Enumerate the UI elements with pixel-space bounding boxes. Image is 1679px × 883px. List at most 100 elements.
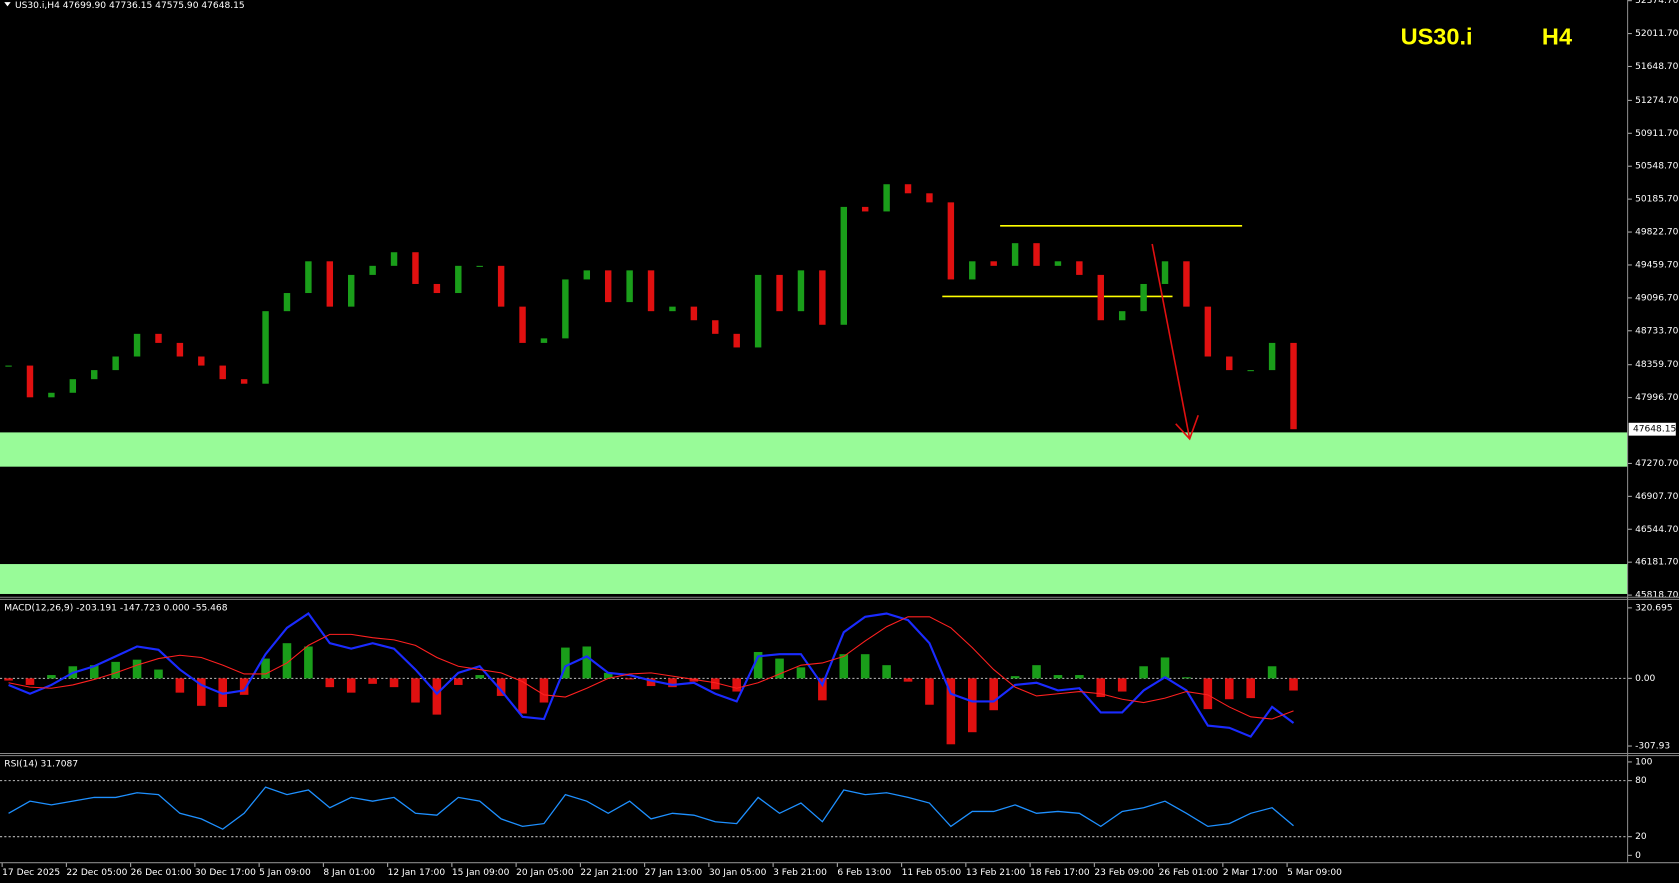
signal-line [8, 616, 1294, 720]
candle [1290, 342, 1297, 430]
candle [990, 261, 997, 266]
y-tick-label: 46181.70 [1635, 558, 1679, 568]
candle [1268, 342, 1276, 371]
histogram-bar [389, 678, 399, 688]
histogram-bar [325, 678, 335, 688]
y-tick-label: 80 [1635, 776, 1647, 786]
candle [562, 279, 569, 339]
x-tick-label: 22 Jan 21:00 [580, 868, 638, 878]
candle [412, 252, 419, 284]
x-tick-label: 26 Dec 01:00 [131, 868, 192, 878]
y-tick-label: 47996.70 [1635, 393, 1679, 403]
histogram-bar [775, 658, 784, 679]
x-tick-label: 2 Mar 17:00 [1223, 868, 1278, 878]
candle [1054, 261, 1062, 266]
candle [1226, 356, 1233, 371]
histogram-bar [475, 675, 484, 679]
candle [947, 202, 955, 280]
candle [1097, 274, 1104, 321]
y-tick-label: 47270.70 [1635, 459, 1679, 469]
x-tick-label: 30 Dec 17:00 [195, 868, 256, 878]
histogram-bar [1267, 666, 1277, 679]
histogram-bar [282, 643, 292, 679]
candle [819, 270, 826, 325]
y-tick-label: -307.93 [1635, 742, 1670, 752]
y-tick-label: 50185.70 [1635, 195, 1679, 205]
histogram-bar [903, 678, 913, 682]
x-tick-label: 18 Feb 17:00 [1030, 868, 1090, 878]
rsi-line [8, 786, 1294, 830]
y-tick-label: 45818.70 [1635, 591, 1679, 601]
histogram-bar [1289, 678, 1298, 691]
candle [776, 274, 783, 312]
trend-arrow [1151, 243, 1199, 441]
histogram-bar [304, 646, 313, 679]
candle [1161, 261, 1169, 284]
y-tick-label: 0.00 [1635, 674, 1655, 684]
histogram-bar [89, 665, 99, 679]
histogram-bar [925, 678, 934, 705]
candle [604, 270, 612, 303]
candle [476, 265, 483, 267]
candle [519, 306, 526, 343]
chart-title: US30.i [1401, 24, 1473, 50]
candle [5, 365, 12, 367]
candle [969, 261, 976, 280]
histogram-bar [1182, 677, 1191, 679]
y-tick-label: 320.695 [1635, 603, 1673, 613]
x-tick-label: 30 Jan 05:00 [709, 868, 767, 878]
candle [133, 333, 141, 357]
histogram-bar [582, 646, 592, 679]
y-tick-label: 0 [1635, 851, 1641, 861]
arrow-head [1175, 415, 1199, 441]
histogram-bar [368, 678, 377, 684]
histogram-bar [1224, 678, 1234, 700]
histogram-bar [432, 678, 442, 715]
candle [904, 184, 912, 194]
histogram-bar [1117, 678, 1127, 692]
y-tick-label: 48359.70 [1635, 360, 1679, 370]
histogram-bar [668, 678, 677, 688]
histogram-bar [496, 678, 506, 696]
histogram-bar [753, 651, 763, 679]
candle [883, 184, 890, 212]
histogram-bar [47, 675, 56, 679]
x-tick-label: 5 Jan 09:00 [259, 868, 311, 878]
histogram-bar [518, 678, 527, 714]
histogram-bar [111, 661, 120, 679]
candle [176, 342, 184, 357]
candle [112, 356, 119, 371]
y-tick-label: 46544.70 [1635, 525, 1679, 535]
menu-triangle[interactable] [4, 2, 11, 7]
y-tick-label: 51648.70 [1635, 62, 1679, 72]
histogram-bar [1032, 665, 1041, 679]
rsi-label: RSI(14) 31.7087 [4, 760, 78, 770]
candle [455, 265, 462, 294]
x-tick-label: 17 Dec 2025 [2, 868, 60, 878]
histogram-bar [4, 678, 13, 681]
y-tick-label: 48733.70 [1635, 326, 1679, 336]
candle [733, 333, 740, 348]
y-tick-label: 51274.70 [1635, 96, 1679, 106]
y-tick-label: 50548.70 [1635, 162, 1679, 172]
y-tick-label: 20 [1635, 832, 1647, 842]
candle [1247, 370, 1254, 372]
candle [861, 206, 869, 212]
histogram-bar [1160, 657, 1170, 679]
histogram-bar [346, 678, 356, 693]
histogram-bar [860, 654, 870, 679]
histogram-bar [711, 678, 720, 690]
histogram-bar [1246, 678, 1255, 699]
price-box [1628, 422, 1676, 436]
current-price: 47648.15 [1633, 425, 1676, 435]
histogram-bar [796, 667, 806, 679]
candle [926, 193, 933, 203]
y-tick-label: 52011.70 [1635, 29, 1679, 39]
histogram-bar [539, 678, 549, 703]
x-tick-label: 22 Dec 05:00 [66, 868, 127, 878]
candle [540, 338, 548, 343]
candle [797, 270, 805, 312]
histogram-bar [1203, 678, 1213, 710]
zone [0, 432, 1628, 467]
